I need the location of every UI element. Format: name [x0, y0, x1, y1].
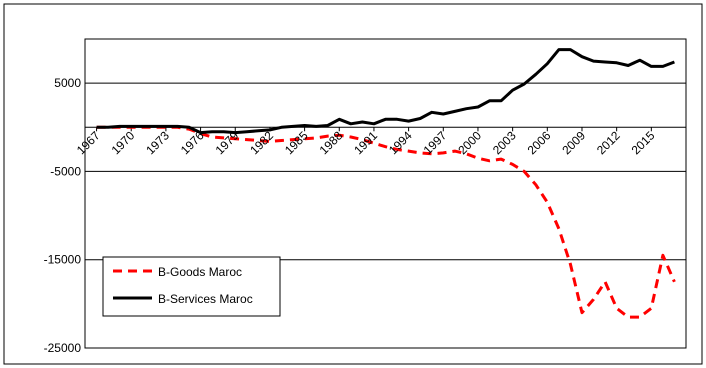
- legend-label-services: B-Services Maroc: [158, 292, 253, 306]
- y-tick-label: 5000: [54, 76, 81, 90]
- series-group: [96, 48, 676, 319]
- legend-box: [102, 256, 281, 317]
- y-tick-label: -15000: [44, 253, 82, 267]
- series-line-services: [96, 48, 675, 135]
- y-tick-label: -5000: [50, 164, 81, 178]
- legend: B-Goods Maroc B-Services Maroc: [102, 256, 281, 317]
- y-tick-label: -25000: [44, 341, 82, 355]
- legend-label-goods: B-Goods Maroc: [158, 265, 242, 279]
- y-axis-tick-labels: 5000 -5000 -15000 -25000: [44, 76, 82, 355]
- plot-area-border: [84, 38, 687, 349]
